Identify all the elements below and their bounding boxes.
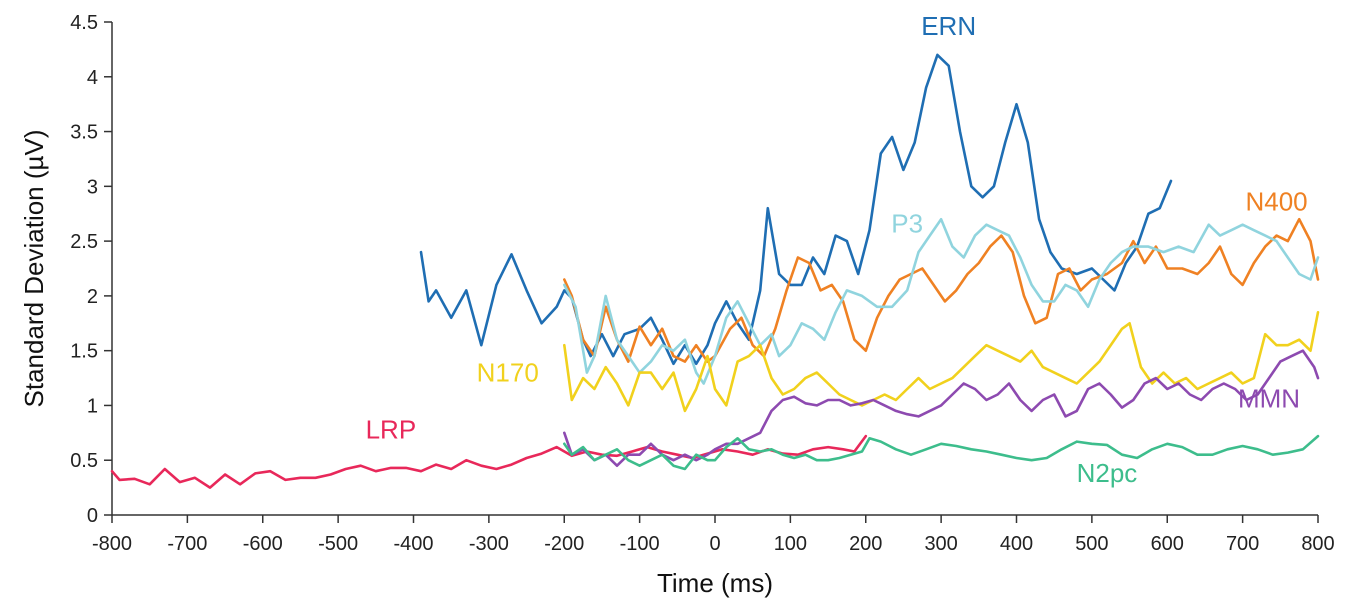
x-tick-label: 500: [1075, 533, 1108, 555]
series-group: [110, 53, 1320, 489]
x-tick-label: -600: [243, 533, 283, 555]
series-line-p3: [563, 217, 1320, 385]
axes: [111, 22, 1318, 516]
x-tick-label: 600: [1151, 533, 1184, 555]
series-line-n400: [563, 217, 1320, 363]
y-tick-label: 0.5: [70, 450, 98, 472]
series-label-n170: N170: [477, 357, 539, 387]
y-tick-label: 2: [87, 286, 98, 308]
x-ticks: -800 -700 -600 -500 -400 -300 -200 -100 0 100 200 3…: [92, 515, 1335, 555]
x-axis-title: Time (ms): [657, 568, 773, 598]
series-label-p3: P3: [891, 208, 923, 238]
series-line-mmn: [563, 349, 1320, 467]
series-label-n400: N400: [1245, 186, 1307, 216]
series-line-n170: [563, 311, 1320, 413]
x-tick-label: -700: [167, 533, 207, 555]
series-labels: LRP ERN N400 P3 N170 MMN N2pc: [366, 11, 1308, 488]
x-tick-label: 100: [774, 533, 807, 555]
x-tick-label: 300: [924, 533, 957, 555]
y-tick-label: 0: [87, 505, 98, 527]
y-tick-label: 3.5: [70, 122, 98, 144]
y-axis-title: Standard Deviation (µV): [19, 129, 49, 407]
y-ticks: 0 0.5 1 1.5 2 2.5 3 3.5 4 4.5: [70, 12, 112, 527]
x-tick-label: -800: [92, 533, 132, 555]
y-tick-label: 4.5: [70, 12, 98, 34]
x-tick-label: 800: [1301, 533, 1334, 555]
series-label-mmn: MMN: [1238, 384, 1300, 414]
series-label-n2pc: N2pc: [1077, 458, 1138, 488]
y-tick-label: 4: [87, 67, 98, 89]
x-tick-label: 700: [1226, 533, 1259, 555]
series-label-lrp: LRP: [366, 414, 417, 444]
series-line-ern: [419, 53, 1173, 366]
x-tick-label: -400: [393, 533, 433, 555]
x-tick-label: -300: [469, 533, 509, 555]
y-tick-label: 1.5: [70, 341, 98, 363]
x-tick-label: 0: [709, 533, 720, 555]
x-tick-label: -500: [318, 533, 358, 555]
series-line-n2pc: [563, 434, 1320, 471]
x-tick-label: 400: [1000, 533, 1033, 555]
series-label-ern: ERN: [921, 11, 976, 41]
x-tick-label: -200: [544, 533, 584, 555]
x-tick-label: 200: [849, 533, 882, 555]
x-tick-label: -100: [620, 533, 660, 555]
y-tick-label: 3: [87, 176, 98, 198]
series-line-lrp: [110, 434, 868, 489]
y-tick-label: 2.5: [70, 231, 98, 253]
y-tick-label: 1: [87, 395, 98, 417]
